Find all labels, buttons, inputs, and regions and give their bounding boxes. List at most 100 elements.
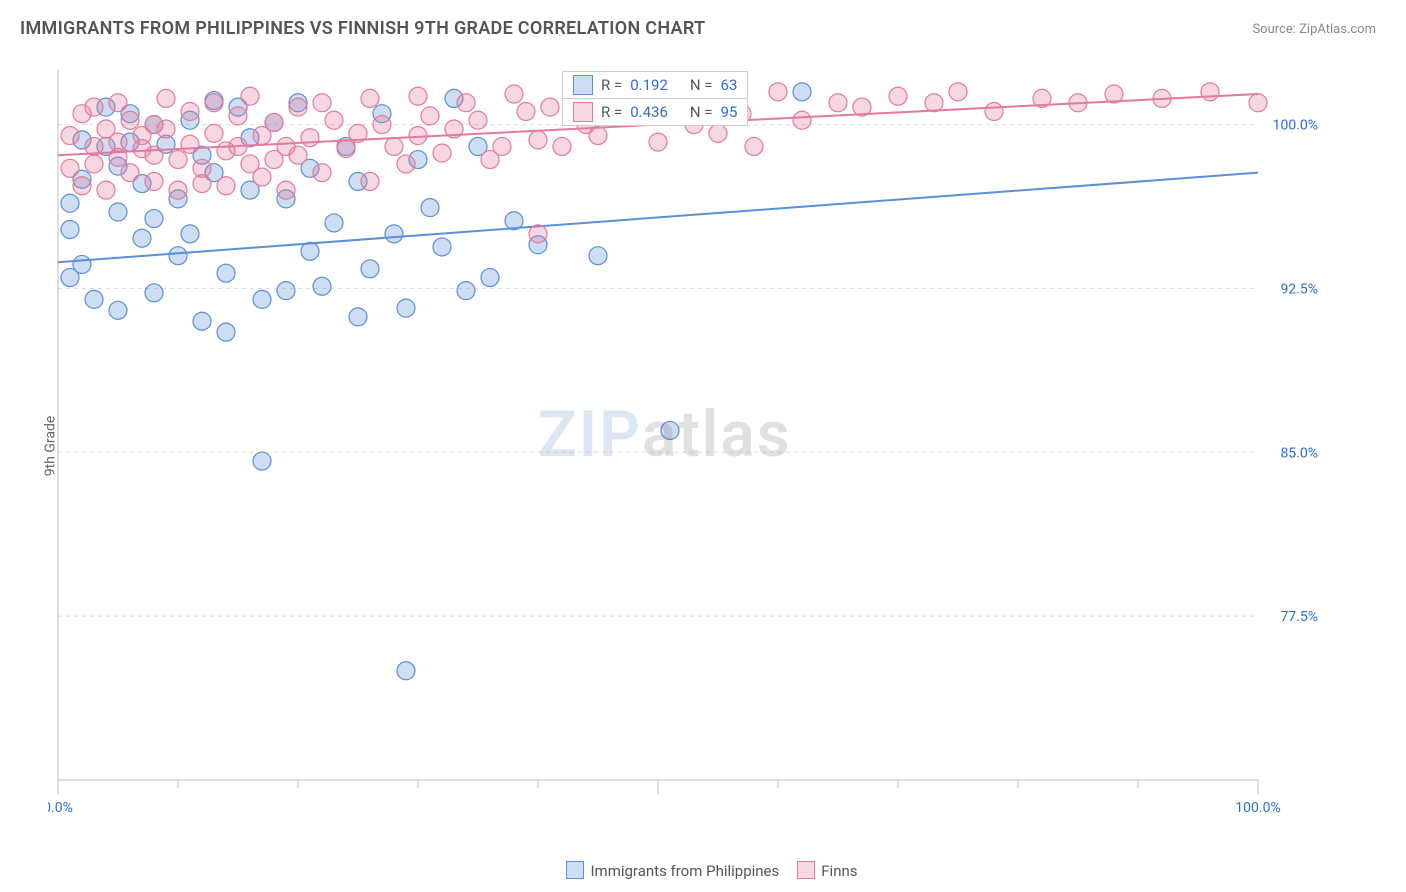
legend-swatch (797, 861, 815, 879)
data-point (433, 144, 451, 162)
data-point (61, 220, 79, 238)
data-point (349, 308, 367, 326)
data-point (229, 107, 247, 125)
data-point (361, 89, 379, 107)
data-point (457, 282, 475, 300)
data-point (421, 107, 439, 125)
data-point (469, 111, 487, 129)
data-point (313, 277, 331, 295)
source-link[interactable]: ZipAtlas.com (1299, 22, 1376, 37)
series-swatch (573, 75, 593, 95)
data-point (493, 137, 511, 155)
data-point (193, 175, 211, 193)
data-point (205, 124, 223, 142)
data-point (301, 242, 319, 260)
r-label: R = (601, 76, 622, 94)
data-point (745, 137, 763, 155)
data-point (253, 168, 271, 186)
data-point (457, 94, 475, 112)
chart-title: IMMIGRANTS FROM PHILIPPINES VS FINNISH 9… (20, 18, 705, 39)
legend-swatch (566, 861, 584, 879)
trend-line (58, 173, 1258, 263)
y-tick-label: 85.0% (1280, 445, 1318, 461)
data-point (889, 87, 907, 105)
data-point (769, 83, 787, 101)
data-point (301, 129, 319, 147)
data-point (181, 225, 199, 243)
data-point (121, 111, 139, 129)
data-point (985, 103, 1003, 121)
r-value: 0.436 (630, 103, 668, 121)
data-point (121, 164, 139, 182)
data-point (433, 238, 451, 256)
data-point (97, 181, 115, 199)
data-point (85, 98, 103, 116)
data-point (481, 269, 499, 287)
correlation-chart-page: IMMIGRANTS FROM PHILIPPINES VS FINNISH 9… (0, 0, 1406, 892)
data-point (541, 98, 559, 116)
data-point (109, 133, 127, 151)
data-point (289, 98, 307, 116)
data-point (949, 83, 967, 101)
data-point (145, 284, 163, 302)
x-tick-label: 0.0% (48, 800, 73, 816)
data-point (217, 177, 235, 195)
data-point (109, 203, 127, 221)
data-point (373, 116, 391, 134)
stats-legend-box: R =0.192N =63R =0.436N =95 (562, 72, 748, 126)
data-point (133, 229, 151, 247)
data-point (517, 103, 535, 121)
legend-label: Finns (821, 862, 857, 880)
r-value: 0.192 (630, 76, 668, 94)
legend-label: Immigrants from Philippines (590, 862, 779, 880)
y-tick-label: 77.5% (1280, 609, 1318, 625)
y-tick-label: 100.0% (1273, 118, 1318, 134)
data-point (385, 137, 403, 155)
data-point (1201, 83, 1219, 101)
data-point (337, 140, 355, 158)
data-point (589, 127, 607, 145)
legend-bottom: Immigrants from Philippines Finns (0, 861, 1406, 880)
data-point (193, 312, 211, 330)
data-point (241, 87, 259, 105)
data-point (73, 255, 91, 273)
data-point (253, 290, 271, 308)
data-point (169, 181, 187, 199)
data-point (829, 94, 847, 112)
data-point (529, 131, 547, 149)
data-point (409, 87, 427, 105)
data-point (361, 172, 379, 190)
stats-row: R =0.192N =63 (562, 71, 748, 99)
source-label: Source: ZipAtlas.com (1252, 22, 1376, 37)
data-point (277, 282, 295, 300)
data-point (709, 124, 727, 142)
data-point (145, 146, 163, 164)
data-point (529, 225, 547, 243)
data-point (145, 172, 163, 190)
series-swatch (573, 102, 593, 122)
data-point (793, 111, 811, 129)
data-point (253, 452, 271, 470)
stats-row: R =0.436N =95 (562, 98, 748, 126)
data-point (313, 164, 331, 182)
data-point (385, 225, 403, 243)
data-point (85, 155, 103, 173)
n-value: 63 (721, 76, 738, 94)
r-label: R = (601, 103, 622, 121)
data-point (85, 290, 103, 308)
data-point (553, 137, 571, 155)
data-point (145, 210, 163, 228)
data-point (61, 159, 79, 177)
data-point (61, 194, 79, 212)
n-label: N = (690, 103, 713, 121)
data-point (325, 111, 343, 129)
x-tick-label: 100.0% (1235, 800, 1280, 816)
data-point (289, 146, 307, 164)
data-point (589, 247, 607, 265)
plot-area: 100.0%92.5%85.0%77.5%0.0%100.0% ZIPatlas… (48, 60, 1386, 842)
data-point (313, 94, 331, 112)
y-tick-label: 92.5% (1280, 281, 1318, 297)
data-point (157, 89, 175, 107)
data-point (109, 301, 127, 319)
data-point (649, 133, 667, 151)
